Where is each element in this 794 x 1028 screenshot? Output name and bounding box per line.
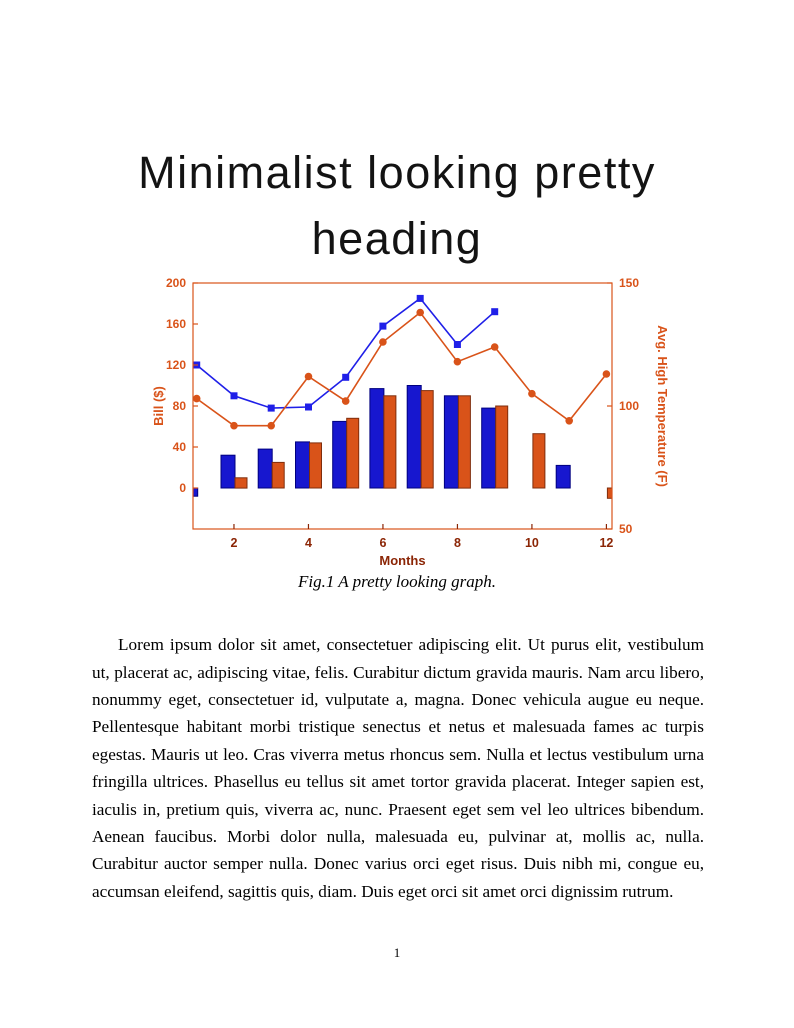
svg-text:80: 80	[173, 399, 187, 413]
page-title-line-2: heading	[311, 213, 483, 265]
svg-text:8: 8	[454, 536, 461, 550]
svg-text:Bill ($): Bill ($)	[151, 386, 166, 426]
page-number: 1	[393, 945, 401, 960]
svg-text:150: 150	[619, 276, 639, 290]
svg-text:6: 6	[379, 536, 386, 550]
svg-text:4: 4	[305, 536, 312, 550]
svg-text:2: 2	[230, 536, 237, 550]
page-title: Minimalist looking pretty heading	[0, 140, 794, 272]
svg-text:160: 160	[166, 317, 186, 331]
body-paragraph: Lorem ipsum dolor sit amet, consectetuer…	[92, 635, 704, 901]
svg-text:0: 0	[179, 481, 186, 495]
page-title-line-1: Minimalist looking pretty	[138, 147, 656, 199]
svg-text:12: 12	[599, 536, 613, 550]
svg-text:120: 120	[166, 358, 186, 372]
figure: 0 40 80 120 160 200 50 100 150 2 4 6 8 10 12 Bill ($) Av…	[150, 276, 680, 576]
svg-text:40: 40	[173, 440, 187, 454]
svg-text:Months: Months	[379, 553, 425, 568]
svg-text:200: 200	[166, 276, 186, 290]
svg-text:Avg. High Temperature (F): Avg. High Temperature (F)	[655, 325, 670, 487]
svg-text:10: 10	[525, 536, 539, 550]
figure-caption: Fig.1 A pretty looking graph.	[297, 572, 496, 591]
svg-text:100: 100	[619, 399, 639, 413]
chart-svg: 0 40 80 120 160 200 50 100 150 2 4 6 8 10 12 Bill ($) Av…	[151, 276, 670, 568]
svg-text:50: 50	[619, 522, 633, 536]
